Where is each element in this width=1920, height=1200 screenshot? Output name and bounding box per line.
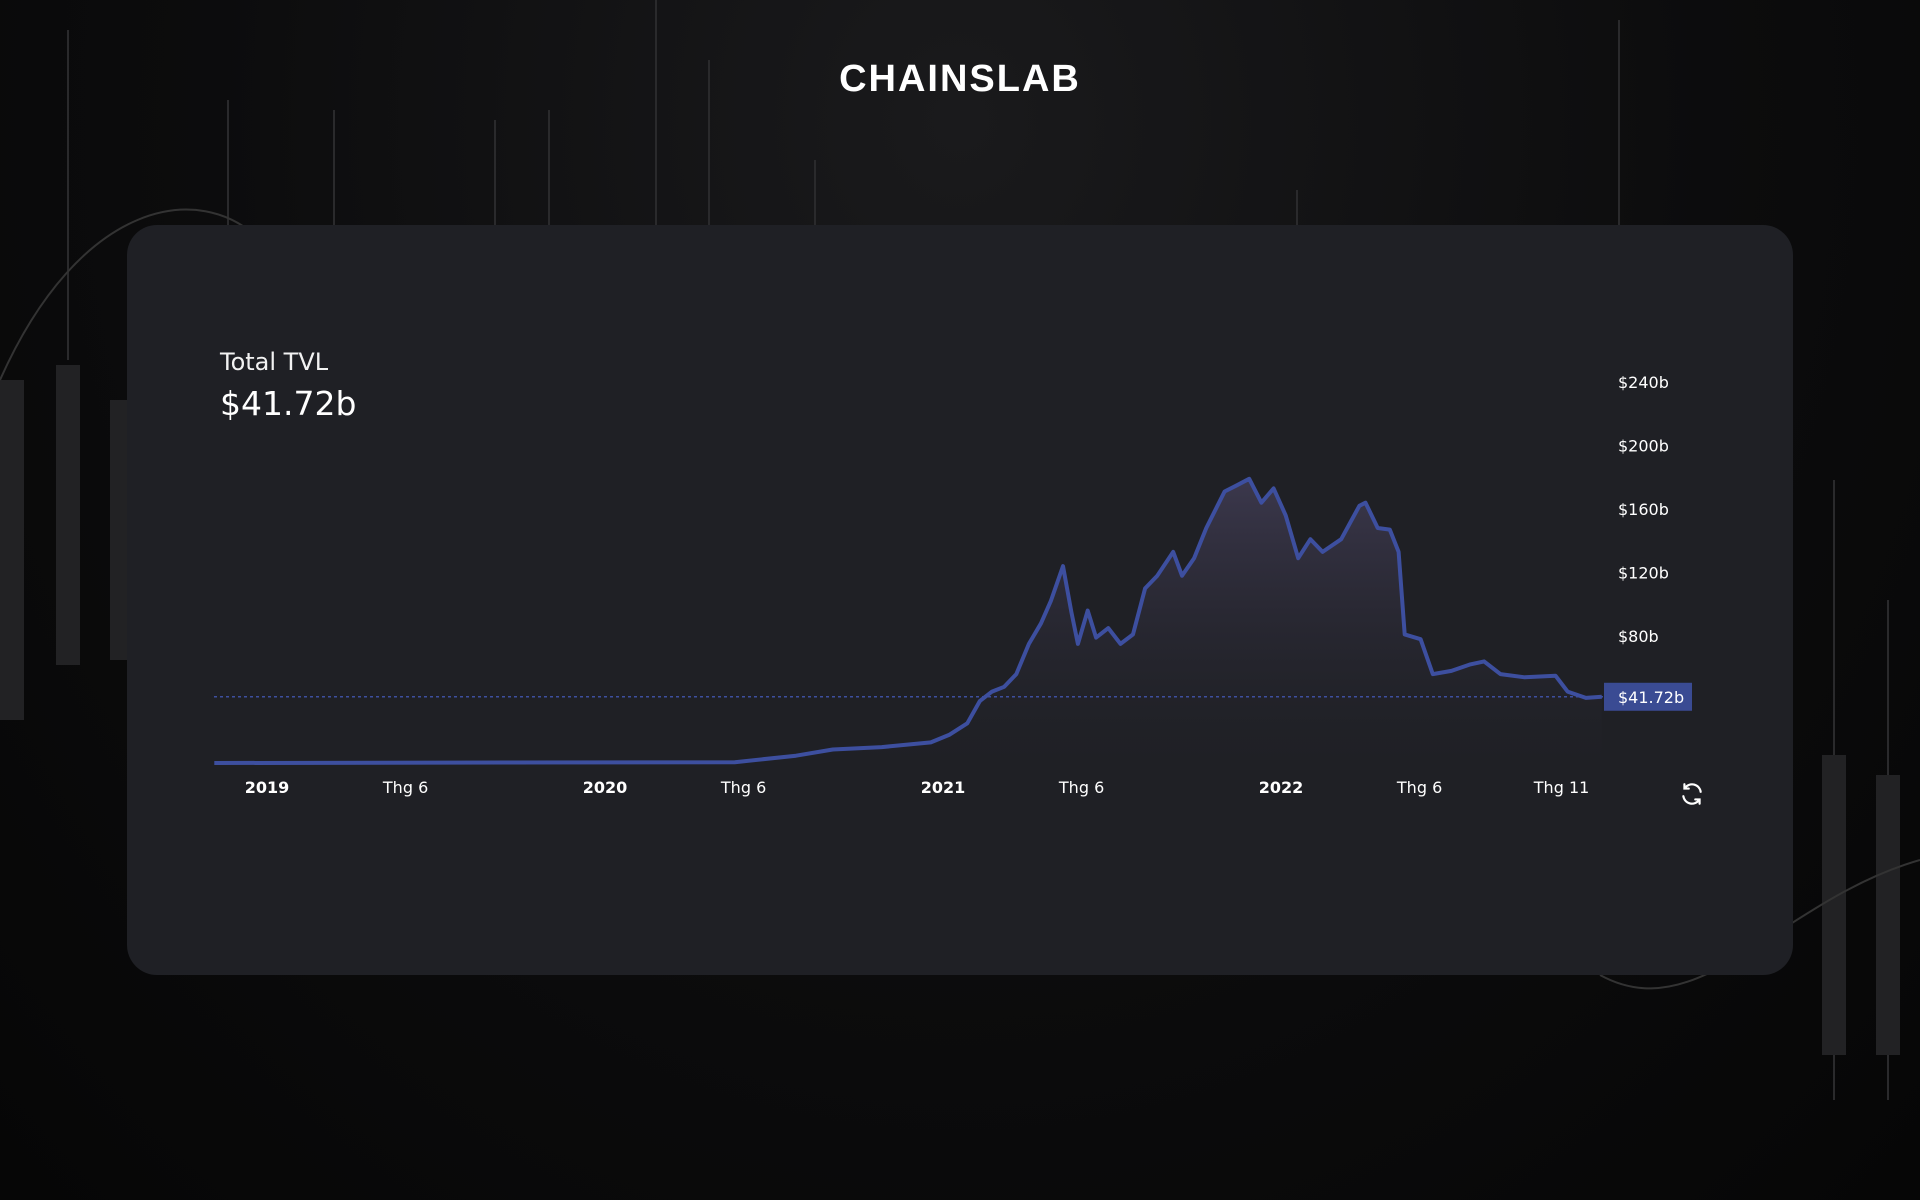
current-value-label: $41.72b xyxy=(1618,688,1684,707)
y-tick-label: $200b xyxy=(1618,437,1669,456)
y-tick-label: $160b xyxy=(1618,500,1669,519)
tvl-card xyxy=(127,225,1793,975)
y-tick-label: $120b xyxy=(1618,564,1669,583)
x-tick-label: Thg 6 xyxy=(720,778,766,797)
x-tick-label: Thg 6 xyxy=(382,778,428,797)
x-tick-label: 2019 xyxy=(245,778,290,797)
x-tick-label: 2021 xyxy=(921,778,966,797)
x-tick-label: 2020 xyxy=(583,778,628,797)
x-tick-label: 2022 xyxy=(1259,778,1304,797)
x-tick-label: Thg 11 xyxy=(1533,778,1590,797)
x-tick-label: Thg 6 xyxy=(1396,778,1442,797)
x-tick-label: Thg 6 xyxy=(1058,778,1104,797)
chainslab-logo: CHAINSLAB xyxy=(839,58,1081,100)
y-tick-label: $80b xyxy=(1618,627,1659,646)
tvl-area xyxy=(214,478,1602,763)
total-tvl-label: Total TVL xyxy=(220,348,329,376)
total-tvl-value: $41.72b xyxy=(220,384,357,423)
current-value-tag xyxy=(1604,682,1692,711)
tvl-line xyxy=(214,476,1602,765)
y-tick-label: $240b xyxy=(1618,373,1669,392)
refresh-icon[interactable] xyxy=(1679,781,1705,807)
